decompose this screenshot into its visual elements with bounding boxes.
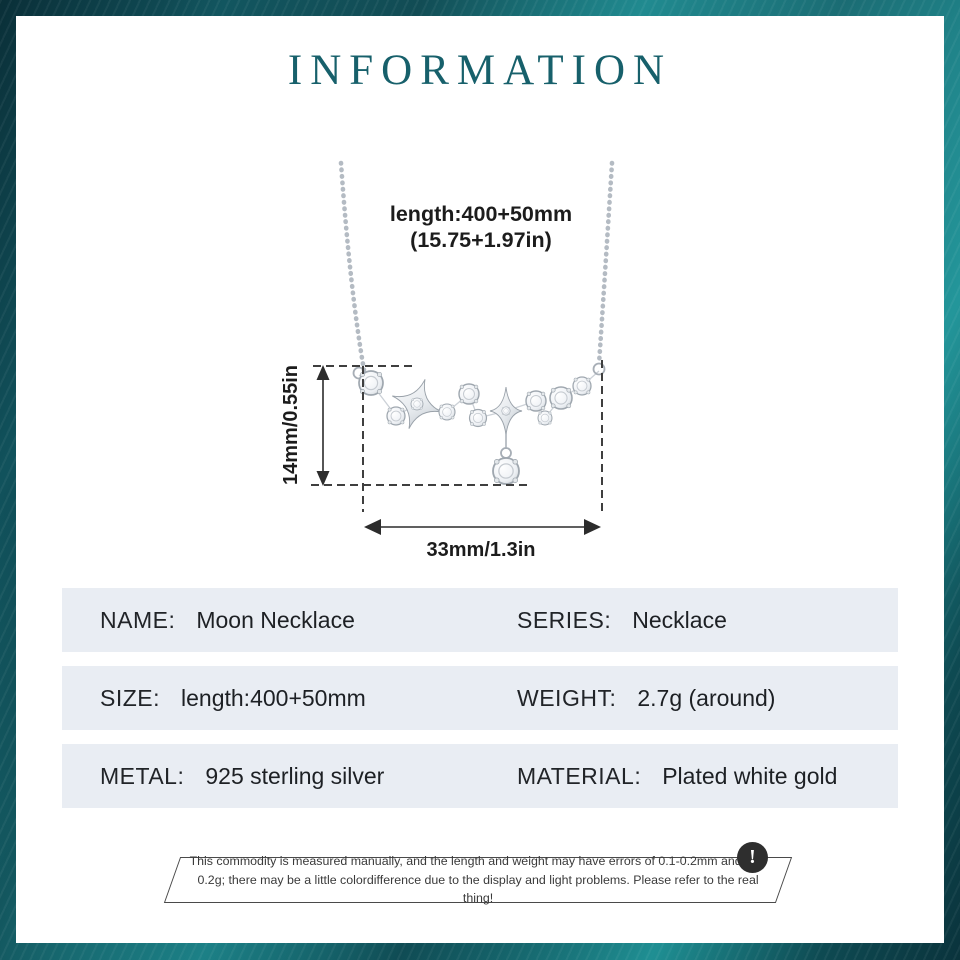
spec-value-size: length:400+50mm	[181, 684, 366, 711]
disclaimer-banner: This commodity is measured manually, and…	[163, 854, 793, 905]
spec-label-material: MATERIAL:	[517, 762, 642, 789]
spec-value-material: Plated white gold	[662, 762, 838, 789]
spec-row-metal-material: METAL: 925 sterling silver MATERIAL: Pla…	[62, 744, 898, 808]
spec-label-size: SIZE:	[100, 684, 161, 711]
spec-row-name-series: NAME: Moon Necklace SERIES: Necklace	[62, 588, 898, 652]
page-title: INFORMATION	[287, 47, 673, 94]
spec-cell-metal: METAL: 925 sterling silver	[62, 763, 517, 790]
spec-cell-material: MATERIAL: Plated white gold	[517, 763, 898, 790]
spec-row-size-weight: SIZE: length:400+50mm WEIGHT: 2.7g (arou…	[62, 666, 898, 730]
spec-label-weight: WEIGHT:	[517, 684, 617, 711]
spec-label-name: NAME:	[100, 606, 176, 633]
spec-cell-name: NAME: Moon Necklace	[62, 607, 517, 634]
spec-value-name: Moon Necklace	[196, 606, 355, 633]
spec-cell-series: SERIES: Necklace	[517, 607, 898, 634]
spec-value-metal: 925 sterling silver	[205, 762, 385, 789]
spec-label-series: SERIES:	[517, 606, 612, 633]
spec-value-weight: 2.7g (around)	[637, 684, 776, 711]
disclaimer-text: This commodity is measured manually, and…	[189, 854, 767, 906]
spec-cell-weight: WEIGHT: 2.7g (around)	[517, 685, 898, 712]
exclamation-icon: !	[737, 842, 768, 873]
spec-cell-size: SIZE: length:400+50mm	[62, 685, 517, 712]
spec-value-series: Necklace	[632, 606, 727, 633]
spec-label-metal: METAL:	[100, 762, 185, 789]
